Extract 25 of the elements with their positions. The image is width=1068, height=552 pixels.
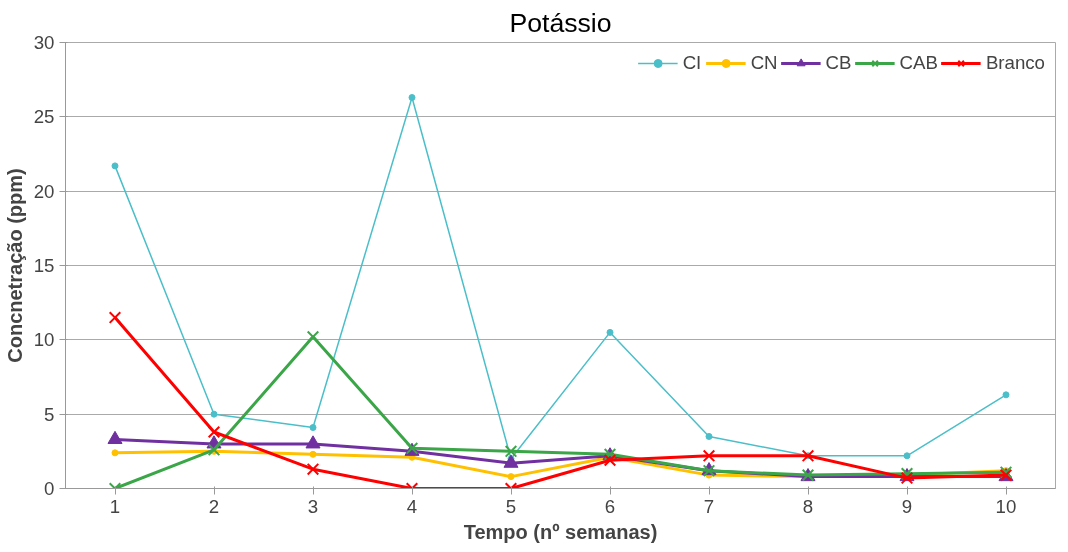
- x-tick-label: 2: [208, 495, 220, 517]
- y-axis-title: Concnetração (ppm): [3, 168, 26, 363]
- x-axis-title: Tempo (nº semanas): [463, 520, 658, 543]
- legend-label: CAB: [899, 52, 938, 74]
- y-tick-label: 20: [33, 180, 55, 202]
- x-tick-label: 4: [406, 495, 418, 517]
- x-tick-label: 10: [995, 495, 1017, 517]
- legend-label: CI: [682, 52, 703, 74]
- y-tick-label: 25: [33, 106, 55, 128]
- x-tick-label: 8: [802, 495, 814, 517]
- y-tick-label: 0: [44, 478, 55, 499]
- chart-title: Potássio: [509, 7, 612, 38]
- x-tick-label: 3: [307, 495, 319, 517]
- x-tick-label: 5: [505, 495, 517, 517]
- x-tick-label: 6: [604, 495, 616, 517]
- y-tick-label: 30: [33, 32, 55, 53]
- legend-label: CB: [825, 52, 852, 74]
- x-tick-label: 9: [901, 495, 913, 517]
- y-tick-label: 10: [33, 329, 55, 351]
- y-tick-label: 15: [33, 255, 55, 276]
- y-tick-label: 5: [44, 403, 55, 425]
- legend-label: Branco: [985, 52, 1045, 74]
- x-tick-label: 1: [109, 495, 121, 517]
- legend-label: CN: [750, 52, 778, 74]
- x-tick-label: 7: [703, 495, 715, 517]
